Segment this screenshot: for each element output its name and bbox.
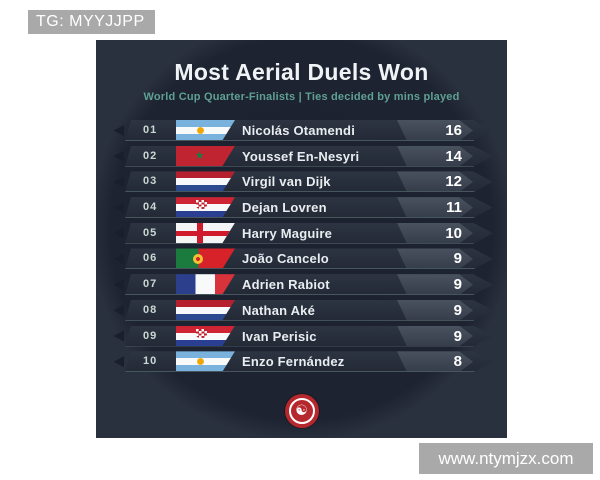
ranking-row: 08 Nathan Aké 9 [112, 300, 493, 321]
row-tail-chevron-icon [113, 125, 124, 136]
ranking-row: 06 João Cancelo 9 [112, 248, 493, 269]
value-label: 12 [445, 173, 462, 191]
row-bar: 05 Harry Maguire 10 [125, 223, 493, 244]
row-tail-chevron-icon [113, 176, 124, 188]
rank-label: 03 [143, 175, 158, 188]
rank-label: 01 [143, 124, 158, 136]
value-badge [397, 171, 473, 192]
player-name: Virgil van Dijk [242, 174, 331, 190]
england-flag-icon [176, 223, 235, 244]
argentina-flag-icon [176, 351, 235, 372]
row-bar: 01 Nicolás Otamendi 16 [125, 120, 493, 141]
value-label: 14 [445, 147, 462, 165]
row-bar: 06 João Cancelo 9 [125, 248, 493, 269]
value-label: 9 [453, 250, 462, 268]
brand-logo-icon: ☯ [284, 394, 319, 428]
rank-label: 05 [143, 226, 158, 239]
row-bar: 04 Dejan Lovren 11 [125, 197, 493, 218]
value-label: 11 [446, 199, 462, 217]
rank-label: 07 [143, 278, 158, 291]
row-tail-chevron-icon [113, 227, 124, 239]
ranking-row: 07 Adrien Rabiot 9 [112, 274, 493, 295]
argentina-flag-icon [176, 120, 235, 141]
row-tail-chevron-icon [113, 279, 124, 291]
yin-yang-icon: ☯ [288, 398, 315, 424]
ranking-row: 05 Harry Maguire 10 [112, 223, 493, 244]
value-label: 8 [453, 353, 462, 371]
rank-label: 04 [143, 201, 158, 214]
value-badge [397, 274, 473, 295]
value-badge [397, 223, 473, 244]
row-tail-chevron-icon [113, 356, 124, 368]
value-badge [397, 248, 473, 269]
player-name: Nathan Aké [242, 302, 316, 318]
rank-label: 08 [143, 303, 158, 316]
value-badge [397, 351, 473, 372]
website-watermark: www.ntymjzx.com [419, 443, 593, 474]
player-name: Ivan Perisic [242, 328, 317, 344]
value-badge [397, 300, 473, 321]
value-label: 9 [453, 301, 462, 319]
infographic-panel: Most Aerial Duels Won World Cup Quarter-… [96, 40, 507, 438]
ranking-list: 01 Nicolás Otamendi 16 02 Youssef En-Nes… [112, 120, 493, 372]
rank-label: 06 [143, 252, 158, 265]
player-name: Youssef En-Nesyri [242, 148, 360, 164]
croatia-flag-icon [176, 197, 235, 218]
row-bar: 07 Adrien Rabiot 9 [125, 274, 493, 295]
ranking-row: 09 Ivan Perisic 9 [112, 326, 493, 347]
ranking-row: 04 Dejan Lovren 11 [112, 197, 493, 218]
player-name: Dejan Lovren [242, 200, 327, 216]
row-bar: 03 Virgil van Dijk 12 [125, 171, 493, 192]
ranking-row: 01 Nicolás Otamendi 16 [112, 120, 493, 141]
value-label: 16 [445, 122, 462, 139]
ranking-row: 10 Enzo Fernández 8 [112, 351, 493, 372]
portugal-flag-icon [176, 248, 235, 269]
row-bar: 10 Enzo Fernández 8 [125, 351, 493, 372]
player-name: Adrien Rabiot [242, 277, 330, 293]
value-label: 9 [453, 327, 462, 345]
row-bar: 08 Nathan Aké 9 [125, 300, 493, 321]
rank-label: 02 [143, 149, 158, 162]
rank-label: 10 [143, 355, 158, 368]
croatia-flag-icon [176, 326, 235, 347]
row-bar: 09 Ivan Perisic 9 [125, 326, 493, 347]
player-name: Enzo Fernández [242, 354, 345, 370]
page-subtitle: World Cup Quarter-Finalists | Ties decid… [143, 91, 460, 103]
netherlands-flag-icon [176, 171, 235, 192]
value-label: 10 [445, 224, 462, 242]
ranking-row: 02 Youssef En-Nesyri 14 [112, 146, 493, 167]
ranking-row: 03 Virgil van Dijk 12 [112, 171, 493, 192]
row-tail-chevron-icon [113, 304, 124, 316]
page-title: Most Aerial Duels Won [174, 59, 429, 85]
netherlands-flag-icon [176, 300, 235, 321]
row-bar: 02 Youssef En-Nesyri 14 [125, 146, 493, 167]
row-tail-chevron-icon [113, 150, 124, 162]
player-name: Harry Maguire [242, 225, 333, 241]
value-badge [397, 197, 473, 218]
player-name: Nicolás Otamendi [242, 123, 356, 138]
telegram-watermark: TG: MYYJJPP [28, 10, 155, 34]
value-badge [397, 120, 473, 141]
france-flag-icon [176, 274, 235, 295]
row-tail-chevron-icon [113, 253, 124, 265]
value-label: 9 [453, 276, 462, 294]
row-tail-chevron-icon [113, 330, 124, 342]
player-name: João Cancelo [242, 251, 329, 267]
rank-label: 09 [143, 329, 158, 342]
value-badge [397, 146, 473, 167]
row-tail-chevron-icon [113, 202, 124, 214]
value-badge [397, 326, 473, 347]
morocco-flag-icon [176, 146, 235, 167]
